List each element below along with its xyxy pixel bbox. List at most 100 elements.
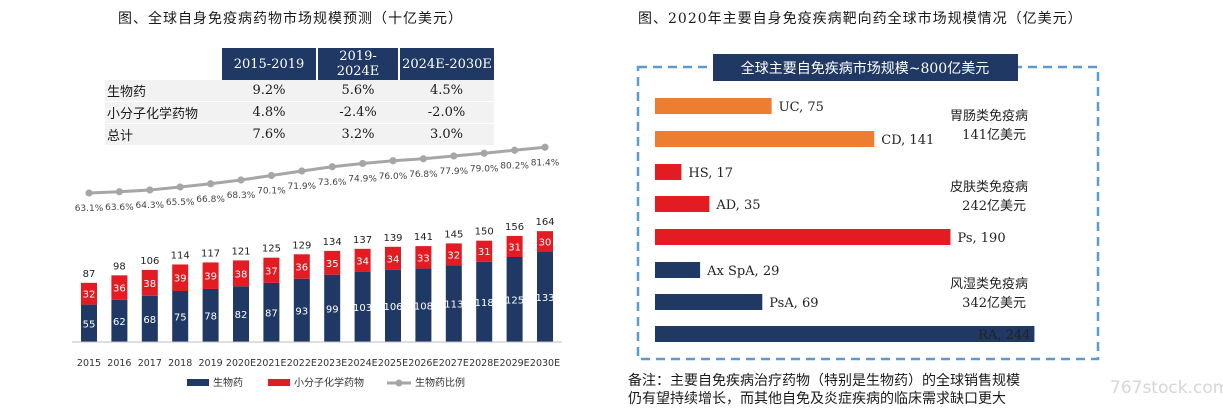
table-cell: -2.0% bbox=[399, 101, 494, 124]
hbar-label: PsA, 69 bbox=[769, 296, 818, 311]
bar-biologic bbox=[81, 304, 97, 342]
ratio-label: 63.6% bbox=[105, 203, 134, 213]
x-tick-label: 2020E bbox=[226, 358, 256, 369]
hbar bbox=[655, 294, 763, 310]
bar-value-biologic: 113 bbox=[444, 300, 463, 311]
group-total: 242亿美元 bbox=[962, 199, 1026, 214]
bar-total-label: 106 bbox=[140, 256, 159, 267]
ratio-point bbox=[176, 183, 184, 191]
ratio-label: 71.9% bbox=[288, 182, 317, 192]
x-tick-label: 2030E bbox=[530, 358, 560, 369]
bar-small-molecule bbox=[476, 240, 493, 262]
table-cell: -2.4% bbox=[317, 101, 399, 124]
bar-biologic bbox=[293, 278, 310, 342]
x-tick-label: 2017 bbox=[138, 358, 162, 369]
bar-value-biologic: 68 bbox=[143, 315, 156, 326]
bar-value-small-molecule: 38 bbox=[143, 279, 156, 290]
x-tick-label: 2023E bbox=[317, 358, 347, 369]
ratio-point bbox=[419, 155, 427, 163]
x-tick-label: 2015 bbox=[77, 358, 101, 369]
bar-total-label: 87 bbox=[83, 269, 96, 280]
hbar-label: CD, 141 bbox=[881, 133, 934, 148]
hbar-label: Ax SpA, 29 bbox=[706, 264, 779, 279]
bar-value-small-molecule: 33 bbox=[417, 253, 430, 264]
table-cell: 7.6% bbox=[221, 123, 317, 146]
bar-biologic bbox=[354, 271, 371, 342]
bar-small-molecule bbox=[506, 235, 523, 257]
bar-value-small-molecule: 30 bbox=[539, 237, 552, 248]
bar-biologic bbox=[324, 274, 341, 342]
group-total: 342亿美元 bbox=[962, 296, 1026, 311]
table-header-2019-2024: 2019-2024E bbox=[316, 48, 399, 80]
hbar-label: HS, 17 bbox=[688, 166, 733, 181]
bar-small-molecule bbox=[415, 246, 432, 269]
ratio-point bbox=[267, 171, 275, 180]
bar-small-molecule bbox=[81, 282, 97, 305]
bar-total-label: 137 bbox=[353, 235, 372, 246]
bar-value-biologic: 87 bbox=[265, 308, 278, 319]
ratio-label: 74.9% bbox=[348, 175, 377, 185]
bar-value-small-molecule: 37 bbox=[265, 266, 278, 277]
bar-small-molecule bbox=[537, 231, 553, 252]
legend-swatch-biologic bbox=[187, 379, 209, 386]
bar-total-label: 121 bbox=[231, 246, 250, 257]
ratio-label: 76.8% bbox=[409, 170, 438, 180]
table-header-2015-2019: 2015-2019 bbox=[220, 48, 317, 80]
x-tick-label: 2024E bbox=[348, 358, 378, 369]
bar-value-small-molecule: 31 bbox=[478, 247, 491, 258]
bar-value-small-molecule: 39 bbox=[204, 272, 217, 283]
hbar-label: AD, 35 bbox=[715, 198, 760, 213]
left-chart-title: 图、全球自身免疫病药物市场规模预测（十亿美元） bbox=[118, 11, 463, 27]
hbar-label: UC, 75 bbox=[779, 100, 824, 115]
box-title-badge bbox=[713, 54, 1018, 81]
ratio-label: 63.1% bbox=[75, 204, 104, 214]
legend-label-ratio: 生物药比例 bbox=[415, 376, 465, 389]
bar-value-small-molecule: 39 bbox=[174, 274, 187, 285]
x-tick-label: 2018 bbox=[168, 358, 192, 369]
bar-value-small-molecule: 36 bbox=[113, 284, 126, 295]
ratio-point bbox=[510, 146, 519, 154]
bar-small-molecule bbox=[141, 269, 158, 296]
bar-total-label: 98 bbox=[113, 261, 126, 272]
bar-value-biologic: 108 bbox=[414, 301, 433, 312]
table-cell: 5.6% bbox=[317, 80, 399, 102]
ratio-label: 80.2% bbox=[500, 161, 529, 171]
bar-biologic bbox=[445, 265, 462, 342]
bar-value-biologic: 62 bbox=[113, 317, 126, 328]
note-line-1: 备注：主要自免疾病治疗药物（特别是生物药）的全球销售规模 bbox=[628, 373, 1020, 389]
table-header-row: 2015-2019 2019-2024E 2024E-2030E bbox=[105, 48, 494, 80]
table-row-label: 生物药 bbox=[105, 80, 221, 102]
table-cell: 4.5% bbox=[399, 80, 494, 102]
chart-note: 备注：主要自免疾病治疗药物（特别是生物药）的全球销售规模 仍有望持续增长，而其他… bbox=[628, 372, 1020, 408]
bar-value-biologic: 99 bbox=[326, 304, 339, 315]
ratio-label: 70.1% bbox=[257, 187, 286, 197]
bar-total-label: 150 bbox=[475, 227, 494, 238]
bar-biologic bbox=[385, 269, 401, 342]
hbar bbox=[655, 131, 875, 147]
group-name: 胃肠类免疫病 bbox=[950, 108, 1028, 124]
bar-biologic bbox=[202, 288, 219, 342]
bar-total-label: 114 bbox=[171, 250, 190, 261]
table-row-label: 小分子化学药物 bbox=[105, 101, 221, 124]
legend-marker-ratio bbox=[395, 379, 403, 387]
note-line-2: 仍有望持续增长，而其他自免及炎症疾病的临床需求缺口更大 bbox=[628, 391, 1006, 407]
ratio-label: 68.3% bbox=[227, 191, 256, 201]
group-name: 风湿类免疫病 bbox=[950, 276, 1028, 292]
ratio-label: 77.9% bbox=[440, 167, 469, 177]
bar-small-molecule bbox=[202, 262, 219, 289]
hbar bbox=[655, 262, 701, 278]
bar-value-small-molecule: 38 bbox=[235, 269, 248, 280]
box-title: 全球主要自免疾病市场规模~800亿美元 bbox=[741, 60, 989, 77]
bar-value-biologic: 103 bbox=[353, 303, 372, 314]
table-row: 总计 7.6% 3.2% 3.0% bbox=[105, 123, 494, 146]
bar-biologic bbox=[233, 286, 249, 342]
bar-biologic bbox=[141, 295, 158, 342]
bar-small-molecule bbox=[111, 275, 128, 300]
hbar-label: Ps, 190 bbox=[957, 231, 1005, 246]
bar-total-label: 141 bbox=[414, 232, 433, 243]
bar-value-small-molecule: 31 bbox=[508, 242, 521, 253]
bar-biologic bbox=[506, 257, 523, 342]
ratio-line bbox=[88, 145, 546, 195]
ratio-point bbox=[146, 186, 154, 194]
bar-small-molecule bbox=[445, 243, 462, 266]
